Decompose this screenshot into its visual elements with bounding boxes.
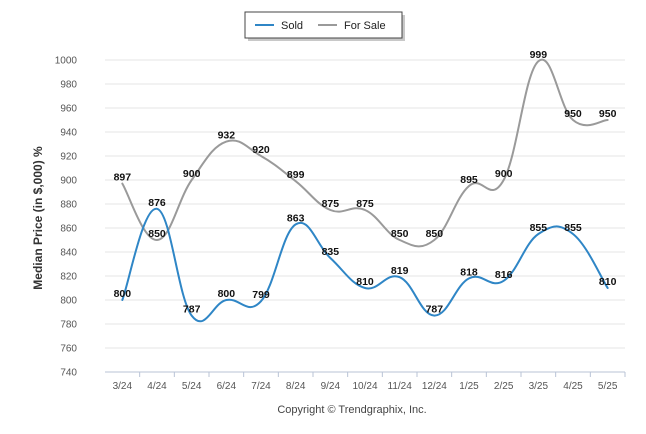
sold-data-label: 787 [183,304,201,316]
for-sale-data-label: 875 [356,198,374,210]
sold-data-label: 818 [460,266,478,278]
y-tick-label: 800 [60,296,77,307]
y-tick-label: 780 [60,320,77,331]
for-sale-series-line [121,58,609,248]
legend: Sold For Sale [244,11,405,41]
x-tick-label: 1/25 [459,381,479,392]
sold-data-label: 787 [426,304,444,316]
y-tick-label: 840 [60,248,77,259]
copyright-footer: Copyright © Trendgraphix, Inc. [277,404,426,416]
y-tick-label: 860 [60,224,77,235]
sold-data-label: 819 [391,265,409,277]
sold-data-label: 816 [495,269,513,281]
sold-data-label: 855 [530,222,548,234]
for-sale-data-label: 895 [460,174,478,186]
for-sale-data-label: 850 [426,228,444,240]
y-tick-label: 820 [60,272,77,283]
for-sale-data-label: 875 [322,198,340,210]
y-tick-label: 960 [60,104,77,115]
sold-data-label: 800 [114,288,132,300]
sold-data-label: 876 [148,197,166,209]
y-tick-label: 940 [60,128,77,139]
grid-lines [105,59,625,373]
x-tick-label: 4/24 [147,381,167,392]
for-sale-data-label: 932 [218,130,236,142]
for-sale-data-label: 850 [148,228,166,240]
y-tick-label: 760 [60,344,77,355]
for-sale-data-label: 900 [183,168,201,180]
x-tick-label: 9/24 [321,381,341,392]
x-tick-label: 12/24 [422,381,447,392]
x-tick-label: 7/24 [251,381,271,392]
sold-data-label: 835 [322,246,340,258]
x-tick-label: 8/24 [286,381,306,392]
x-tick-label: 3/24 [113,381,133,392]
for-sale-data-label: 999 [530,49,548,61]
for-sale-data-label: 950 [599,108,617,120]
sold-series-line [121,207,609,323]
sold-data-label: 800 [218,288,236,300]
x-tick-label: 2/25 [494,381,514,392]
y-tick-label: 1000 [55,56,78,67]
x-tick-label: 11/24 [388,381,413,392]
legend-sold-label: Sold [281,20,303,32]
axes: 740 760 780 800 820 840 860 880 900 920 940 960 980 1… [55,56,626,392]
for-sale-data-label: 899 [287,169,305,181]
for-sale-data-label: 950 [564,108,582,120]
x-tick-label: 10/24 [352,381,377,392]
legend-for-sale-label: For Sale [344,20,386,32]
sold-data-label: 863 [287,212,305,224]
sold-data-label: 810 [599,276,617,288]
x-tick-label: 3/25 [529,381,549,392]
y-tick-label: 920 [60,152,77,163]
y-tick-label: 740 [60,368,77,379]
series-lines [121,58,609,323]
data-labels: 800 876 787 800 799 863 835 810 819 787 818 816 855 8… [114,49,617,315]
y-axis-title: Median Price (in $,000) % [31,146,45,290]
for-sale-data-label: 850 [391,228,409,240]
y-tick-label: 880 [60,200,77,211]
for-sale-data-label: 900 [495,168,513,180]
x-tick-label: 6/24 [217,381,237,392]
x-tick-label: 5/24 [182,381,202,392]
for-sale-data-label: 920 [252,144,270,156]
y-tick-label: 980 [60,80,77,91]
sold-data-label: 799 [252,289,270,301]
x-tick-label: 4/25 [563,381,583,392]
y-tick-label: 900 [60,176,77,187]
sold-data-label: 810 [356,276,374,288]
for-sale-data-label: 897 [114,172,132,184]
x-tick-label: 5/25 [598,381,618,392]
sold-data-label: 855 [564,222,582,234]
